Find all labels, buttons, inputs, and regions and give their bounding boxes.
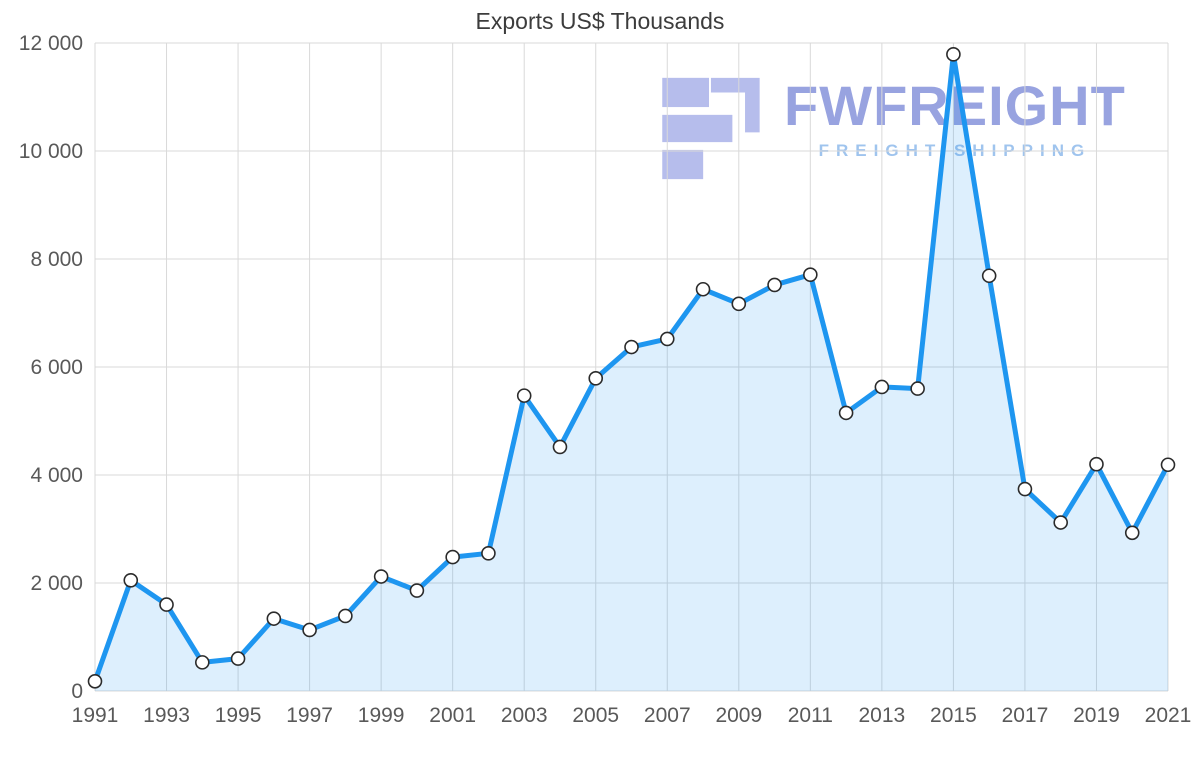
- data-point-marker: [552, 439, 568, 455]
- svg-text:2021: 2021: [1145, 704, 1192, 727]
- svg-text:2009: 2009: [715, 704, 762, 727]
- data-point-marker: [838, 405, 854, 421]
- data-point-marker: [159, 597, 174, 612]
- watermark: FWFREIGHT FREIGHT SHIPPING: [648, 72, 1126, 184]
- data-point-marker: [516, 388, 532, 403]
- data-point-marker: [981, 268, 997, 284]
- data-point-marker: [338, 608, 353, 624]
- data-point-marker: [409, 583, 425, 598]
- data-point-marker: [1124, 525, 1140, 541]
- svg-text:12 000: 12 000: [19, 32, 83, 55]
- data-point-marker: [767, 277, 782, 293]
- svg-text:10 000: 10 000: [19, 140, 83, 163]
- svg-text:1995: 1995: [215, 704, 262, 727]
- data-point-marker: [230, 651, 246, 666]
- data-point-marker: [481, 545, 496, 561]
- svg-text:1997: 1997: [286, 704, 333, 727]
- data-point-marker: [588, 371, 604, 386]
- data-point-marker: [624, 339, 639, 355]
- data-point-marker: [874, 379, 890, 395]
- data-point-marker: [266, 611, 282, 626]
- svg-text:2001: 2001: [429, 704, 476, 727]
- data-point-marker: [695, 281, 711, 297]
- area-fill: [95, 54, 1168, 691]
- svg-text:2015: 2015: [930, 704, 977, 727]
- data-point-marker: [910, 381, 925, 396]
- svg-text:2011: 2011: [788, 704, 833, 727]
- svg-text:2017: 2017: [1002, 704, 1049, 727]
- svg-text:2003: 2003: [501, 704, 548, 727]
- data-point-marker: [445, 549, 460, 565]
- data-point-marker: [803, 267, 818, 282]
- data-point-marker: [1089, 456, 1104, 472]
- svg-text:2005: 2005: [572, 704, 619, 727]
- svg-text:1993: 1993: [143, 704, 190, 727]
- svg-text:8 000: 8 000: [30, 248, 83, 271]
- data-point-marker: [946, 47, 961, 62]
- fwfreight-logo-icon: [662, 77, 760, 180]
- data-point-marker: [195, 655, 210, 670]
- watermark-brand: FWFREIGHT: [784, 72, 1126, 139]
- svg-text:4 000: 4 000: [30, 464, 83, 487]
- data-point-marker: [1017, 481, 1033, 497]
- data-point-marker: [87, 673, 103, 689]
- data-point-marker: [731, 296, 747, 312]
- svg-text:0: 0: [71, 680, 83, 703]
- svg-text:2 000: 2 000: [30, 572, 83, 595]
- svg-text:2007: 2007: [644, 704, 691, 727]
- data-point-marker: [1160, 457, 1176, 473]
- data-point-marker: [1053, 515, 1068, 530]
- svg-text:2019: 2019: [1073, 704, 1120, 727]
- svg-text:2013: 2013: [859, 704, 906, 727]
- svg-text:1991: 1991: [72, 704, 119, 727]
- data-point-marker: [123, 572, 139, 588]
- data-point-marker: [373, 569, 389, 584]
- svg-text:1999: 1999: [358, 704, 405, 727]
- svg-text:6 000: 6 000: [30, 356, 83, 379]
- chart-title: Exports US$ Thousands: [475, 8, 725, 34]
- data-point-marker: [302, 622, 317, 638]
- data-point-marker: [659, 331, 675, 347]
